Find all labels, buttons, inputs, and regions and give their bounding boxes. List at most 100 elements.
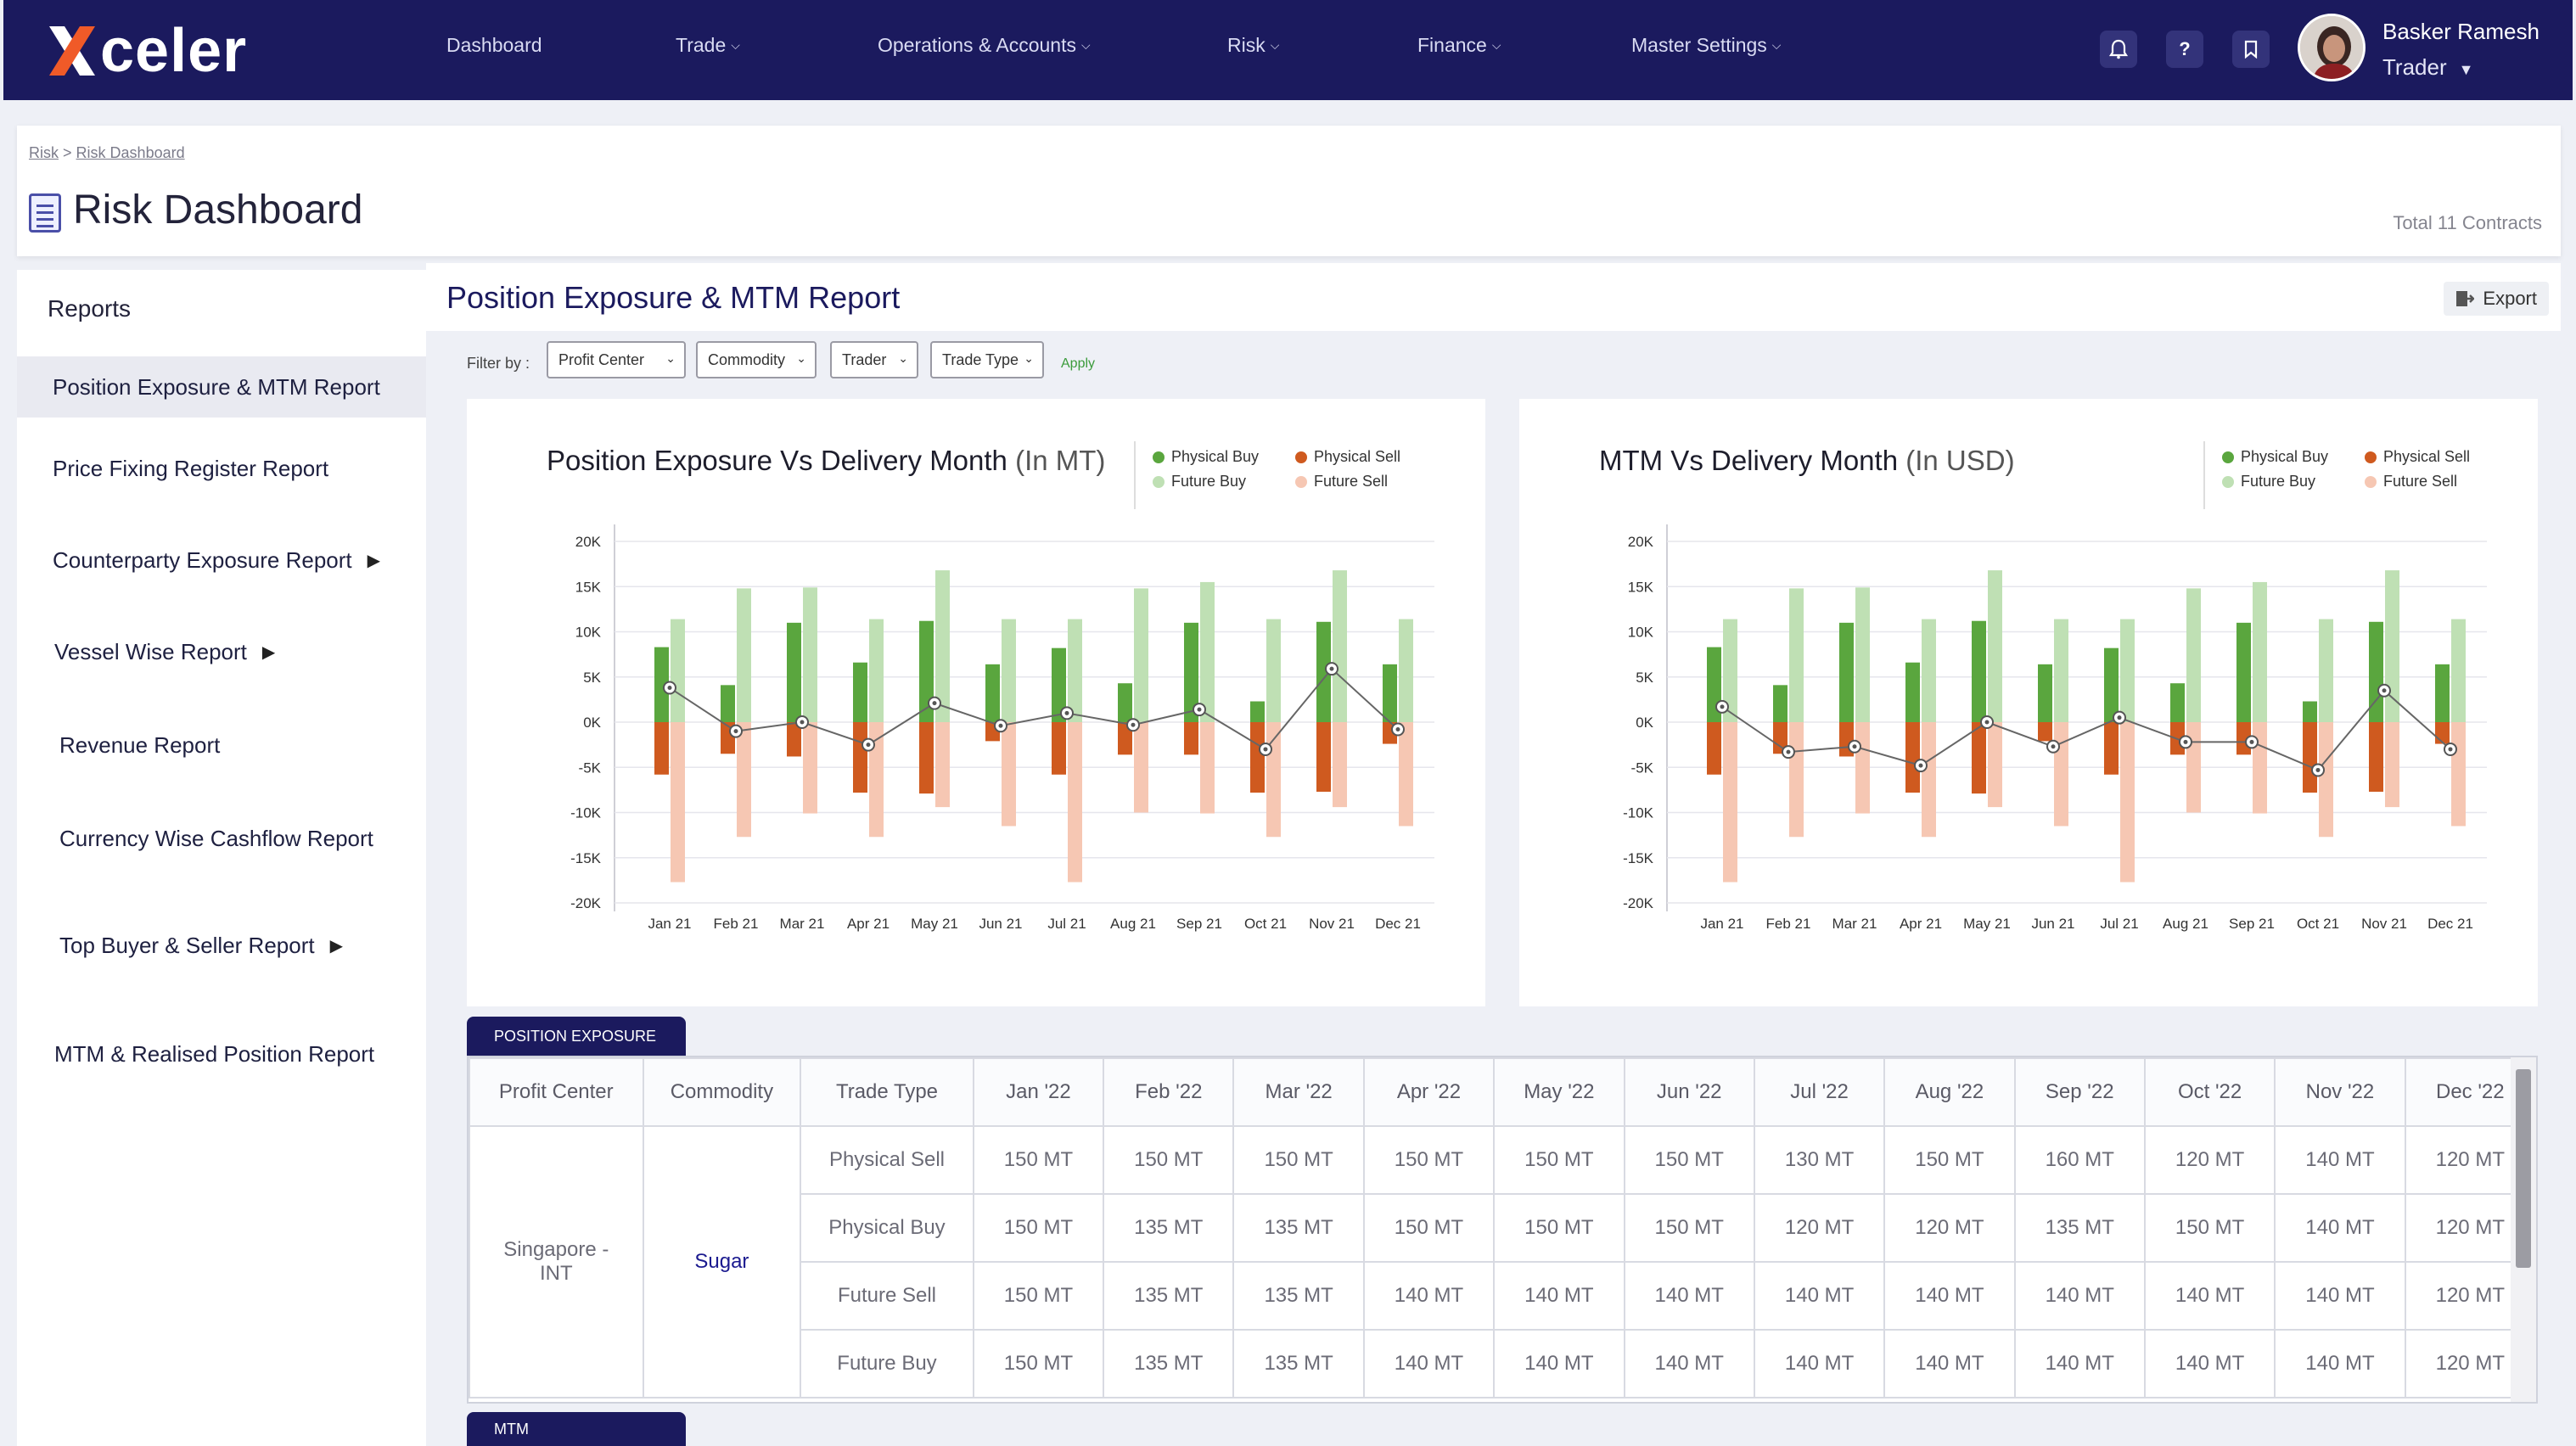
- apply-filter-button[interactable]: Apply: [1061, 356, 1096, 371]
- bar-future-buy[interactable]: [2054, 619, 2068, 722]
- bar-future-sell[interactable]: [1200, 722, 1215, 814]
- bar-future-sell[interactable]: [1922, 722, 1936, 838]
- column-header[interactable]: May '22: [1493, 1057, 1625, 1127]
- bar-physical-buy[interactable]: [1250, 701, 1265, 722]
- bar-physical-sell[interactable]: [1972, 722, 1986, 794]
- filter-dropdown[interactable]: Profit Center ⌄: [547, 341, 686, 378]
- bar-future-sell[interactable]: [2451, 722, 2466, 827]
- bar-future-buy[interactable]: [869, 619, 884, 722]
- nav-item-5[interactable]: Master Settings ⌵: [1631, 34, 1781, 57]
- bar-future-sell[interactable]: [1855, 722, 1870, 814]
- bar-physical-sell[interactable]: [1707, 722, 1721, 775]
- bar-physical-buy[interactable]: [654, 647, 669, 722]
- sidebar-report-item[interactable]: MTM & Realised Position Report: [17, 1023, 426, 1084]
- bar-physical-sell[interactable]: [1773, 722, 1787, 754]
- bar-physical-sell[interactable]: [2435, 722, 2450, 744]
- nav-item-4[interactable]: Finance ⌵: [1417, 34, 1501, 57]
- bar-future-sell[interactable]: [2054, 722, 2068, 827]
- bar-physical-buy[interactable]: [853, 662, 867, 722]
- bar-future-buy[interactable]: [1922, 619, 1936, 722]
- bar-physical-buy[interactable]: [1905, 662, 1920, 722]
- bar-physical-buy[interactable]: [1052, 647, 1066, 722]
- bar-future-buy[interactable]: [1988, 570, 2002, 722]
- column-header[interactable]: Jun '22: [1623, 1057, 1755, 1127]
- user-role-dropdown[interactable]: Trader ▼: [2382, 54, 2473, 81]
- sidebar-report-item[interactable]: Top Buyer & Seller Report ▶: [17, 915, 426, 976]
- bar-future-buy[interactable]: [803, 587, 817, 722]
- bar-future-buy[interactable]: [1134, 588, 1148, 722]
- sidebar-report-item[interactable]: Currency Wise Cashflow Report: [17, 808, 426, 869]
- bar-future-buy[interactable]: [2186, 588, 2201, 722]
- bar-physical-buy[interactable]: [2104, 647, 2119, 722]
- bar-physical-buy[interactable]: [721, 685, 735, 722]
- bar-physical-buy[interactable]: [1773, 685, 1787, 722]
- sidebar-report-item[interactable]: Price Fixing Register Report: [17, 438, 426, 499]
- bar-future-sell[interactable]: [2385, 722, 2399, 808]
- bar-future-buy[interactable]: [935, 570, 950, 722]
- bar-physical-sell[interactable]: [1316, 722, 1331, 793]
- column-header[interactable]: Profit Center: [469, 1057, 644, 1127]
- filter-dropdown[interactable]: Commodity ⌄: [696, 341, 817, 378]
- bar-future-buy[interactable]: [2451, 619, 2466, 722]
- bar-future-sell[interactable]: [1333, 722, 1347, 808]
- tab-mtm[interactable]: MTM: [467, 1412, 686, 1446]
- bar-physical-buy[interactable]: [1184, 622, 1198, 722]
- bar-physical-sell[interactable]: [1250, 722, 1265, 793]
- column-header[interactable]: Trade Type: [800, 1057, 974, 1127]
- bar-future-sell[interactable]: [1399, 722, 1413, 827]
- bar-future-buy[interactable]: [1068, 619, 1082, 722]
- sidebar-report-item[interactable]: Revenue Report: [17, 715, 426, 776]
- bar-future-sell[interactable]: [935, 722, 950, 808]
- bar-physical-sell[interactable]: [787, 722, 801, 757]
- bar-future-buy[interactable]: [1002, 619, 1016, 722]
- bar-physical-buy[interactable]: [1972, 620, 1986, 722]
- bar-future-sell[interactable]: [2253, 722, 2267, 814]
- bar-physical-sell[interactable]: [2303, 722, 2317, 793]
- bar-physical-buy[interactable]: [787, 622, 801, 722]
- bar-physical-sell[interactable]: [1184, 722, 1198, 755]
- bar-future-sell[interactable]: [2319, 722, 2333, 838]
- column-header[interactable]: Aug '22: [1883, 1057, 2016, 1127]
- bar-future-buy[interactable]: [2253, 581, 2267, 722]
- bar-future-sell[interactable]: [1002, 722, 1016, 827]
- user-avatar[interactable]: [2298, 14, 2366, 81]
- commodity-cell[interactable]: Sugar: [642, 1125, 802, 1398]
- bar-future-sell[interactable]: [1134, 722, 1148, 813]
- column-header[interactable]: Mar '22: [1232, 1057, 1365, 1127]
- column-header[interactable]: Apr '22: [1362, 1057, 1496, 1127]
- bar-future-buy[interactable]: [671, 619, 685, 722]
- column-header[interactable]: Sep '22: [2013, 1057, 2146, 1127]
- bar-physical-buy[interactable]: [1118, 683, 1132, 722]
- nav-item-3[interactable]: Risk ⌵: [1227, 34, 1279, 57]
- bar-future-sell[interactable]: [803, 722, 817, 814]
- scrollbar-thumb[interactable]: [2516, 1069, 2531, 1268]
- vertical-scrollbar[interactable]: [2511, 1057, 2536, 1402]
- bar-future-sell[interactable]: [1988, 722, 2002, 808]
- bar-physical-sell[interactable]: [1052, 722, 1066, 775]
- bar-future-buy[interactable]: [737, 588, 751, 722]
- bar-future-sell[interactable]: [1068, 722, 1082, 883]
- bar-physical-sell[interactable]: [1905, 722, 1920, 793]
- xceler-logo[interactable]: celer: [46, 17, 247, 85]
- bar-future-buy[interactable]: [2319, 619, 2333, 722]
- tab-position-exposure[interactable]: POSITION EXPOSURE: [467, 1017, 686, 1056]
- bar-physical-sell[interactable]: [853, 722, 867, 793]
- bar-future-buy[interactable]: [1723, 619, 1737, 722]
- bar-physical-buy[interactable]: [2236, 622, 2251, 722]
- bar-future-buy[interactable]: [1266, 619, 1281, 722]
- bar-future-sell[interactable]: [2186, 722, 2201, 813]
- bar-future-buy[interactable]: [1789, 588, 1804, 722]
- bar-physical-sell[interactable]: [2104, 722, 2119, 775]
- bar-physical-buy[interactable]: [919, 620, 934, 722]
- bar-physical-buy[interactable]: [2038, 664, 2052, 722]
- bar-physical-sell[interactable]: [2038, 722, 2052, 742]
- sidebar-report-item[interactable]: Counterparty Exposure Report ▶: [17, 530, 426, 591]
- bar-future-buy[interactable]: [2120, 619, 2135, 722]
- column-header[interactable]: Commodity: [642, 1057, 802, 1127]
- bar-future-buy[interactable]: [1855, 587, 1870, 722]
- filter-dropdown[interactable]: Trade Type ⌄: [930, 341, 1044, 378]
- notification-bell-button[interactable]: [2100, 31, 2137, 68]
- bar-physical-buy[interactable]: [2303, 701, 2317, 722]
- sidebar-report-item[interactable]: Position Exposure & MTM Report: [17, 356, 426, 418]
- bar-physical-sell[interactable]: [2369, 722, 2383, 793]
